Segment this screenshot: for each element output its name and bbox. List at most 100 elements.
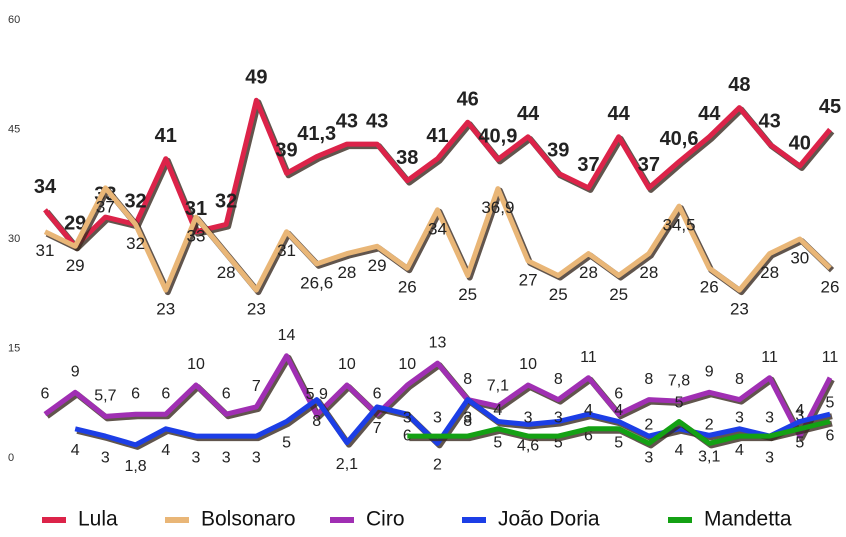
data-label: 23 bbox=[247, 300, 266, 319]
data-label: 5 bbox=[554, 435, 563, 452]
data-label: 40 bbox=[789, 132, 811, 154]
data-label: 11 bbox=[580, 349, 597, 366]
data-label: 4 bbox=[71, 442, 80, 459]
y-tick-label: 60 bbox=[8, 14, 20, 26]
data-label: 8 bbox=[312, 413, 321, 430]
data-label: 40,9 bbox=[478, 126, 517, 148]
data-label: 8 bbox=[463, 413, 472, 430]
data-label: 6 bbox=[584, 427, 593, 444]
data-label: 8 bbox=[463, 371, 472, 388]
data-label: 3 bbox=[765, 409, 774, 426]
data-label: 3 bbox=[735, 409, 744, 426]
data-label: 28 bbox=[579, 263, 598, 282]
data-label: 7,8 bbox=[668, 372, 690, 389]
line bbox=[74, 397, 831, 448]
y-tick-label: 15 bbox=[8, 342, 20, 354]
data-label: 31 bbox=[185, 198, 207, 220]
data-label: 36,9 bbox=[481, 198, 514, 217]
data-label: 3,1 bbox=[698, 449, 720, 466]
data-label: 5,7 bbox=[94, 388, 116, 405]
data-label: 11 bbox=[822, 349, 839, 366]
data-label: 6 bbox=[131, 385, 140, 402]
y-tick-label: 0 bbox=[8, 452, 14, 464]
data-label: 5 bbox=[282, 435, 291, 452]
data-label: 2 bbox=[433, 457, 442, 474]
data-label: 3 bbox=[403, 409, 412, 426]
data-label: 26 bbox=[398, 278, 417, 297]
data-label: 3 bbox=[433, 409, 442, 426]
data-label: 41 bbox=[155, 125, 177, 147]
data-label: 29 bbox=[64, 213, 86, 235]
line bbox=[43, 185, 832, 293]
data-label: 29 bbox=[66, 256, 85, 275]
line bbox=[43, 353, 833, 439]
data-label: 41 bbox=[426, 125, 448, 147]
data-label: 6 bbox=[826, 427, 835, 444]
data-label: 9 bbox=[71, 364, 80, 381]
data-label: 44 bbox=[517, 103, 540, 125]
data-label: 7 bbox=[252, 378, 261, 395]
data-label: 34 bbox=[34, 176, 57, 198]
data-label: 5 bbox=[614, 435, 623, 452]
data-label: 4 bbox=[795, 402, 804, 419]
data-label: 32 bbox=[124, 191, 146, 213]
data-label: 14 bbox=[278, 327, 296, 344]
legend-label: João Doria bbox=[498, 508, 600, 531]
data-label: 26,6 bbox=[300, 273, 333, 292]
data-label: 8 bbox=[735, 371, 744, 388]
legend-label: Bolsonaro bbox=[201, 508, 296, 531]
data-label: 5 bbox=[493, 435, 502, 452]
data-label: 43 bbox=[336, 110, 358, 132]
data-label: 3 bbox=[644, 449, 653, 466]
data-label: 3 bbox=[554, 409, 563, 426]
data-label: 8 bbox=[554, 371, 563, 388]
data-label: 37 bbox=[577, 154, 599, 176]
data-label: 13 bbox=[429, 334, 447, 351]
data-label: 28 bbox=[639, 263, 658, 282]
data-label: 37 bbox=[638, 154, 660, 176]
data-label: 4 bbox=[161, 442, 170, 459]
data-label: 10 bbox=[338, 356, 356, 373]
data-label: 25 bbox=[609, 285, 628, 304]
data-label: 39 bbox=[275, 140, 297, 162]
data-label: 2,1 bbox=[336, 456, 358, 473]
data-label: 30 bbox=[790, 248, 809, 267]
data-label: 41,3 bbox=[297, 123, 336, 145]
data-label: 10 bbox=[398, 356, 416, 373]
data-label: 1,8 bbox=[124, 458, 146, 475]
y-tick-label: 45 bbox=[8, 123, 20, 135]
line bbox=[43, 97, 832, 249]
data-label: 3 bbox=[192, 449, 201, 466]
data-label: 32 bbox=[215, 191, 237, 213]
data-label: 31 bbox=[36, 241, 55, 260]
data-label: 4 bbox=[675, 442, 684, 459]
data-label: 49 bbox=[245, 67, 267, 89]
data-label: 23 bbox=[730, 300, 749, 319]
data-label: 28 bbox=[337, 263, 356, 282]
data-label: 29 bbox=[368, 256, 387, 275]
data-label: 3 bbox=[795, 407, 804, 424]
data-label: 28 bbox=[217, 263, 236, 282]
legend-label: Lula bbox=[78, 508, 118, 531]
data-label: 48 bbox=[728, 74, 750, 96]
data-label: 10 bbox=[519, 356, 537, 373]
data-label: 3 bbox=[252, 449, 261, 466]
data-label: 23 bbox=[156, 300, 175, 319]
data-label: 2 bbox=[644, 417, 653, 434]
data-label: 26 bbox=[700, 278, 719, 297]
data-label: 31 bbox=[277, 241, 296, 260]
data-label: 25 bbox=[458, 285, 477, 304]
y-tick-label: 30 bbox=[8, 233, 20, 245]
data-label: 7,1 bbox=[487, 377, 509, 394]
data-label: 4 bbox=[584, 402, 593, 419]
data-label: 5 bbox=[795, 435, 804, 452]
data-label: 9 bbox=[705, 364, 714, 381]
legend-label: Ciro bbox=[366, 508, 405, 531]
data-label: 8 bbox=[644, 371, 653, 388]
data-label: 33 bbox=[187, 227, 206, 246]
data-label: 6 bbox=[41, 385, 50, 402]
data-label: 37 bbox=[96, 197, 115, 216]
data-label: 26 bbox=[821, 278, 840, 297]
data-label: 27 bbox=[519, 270, 538, 289]
